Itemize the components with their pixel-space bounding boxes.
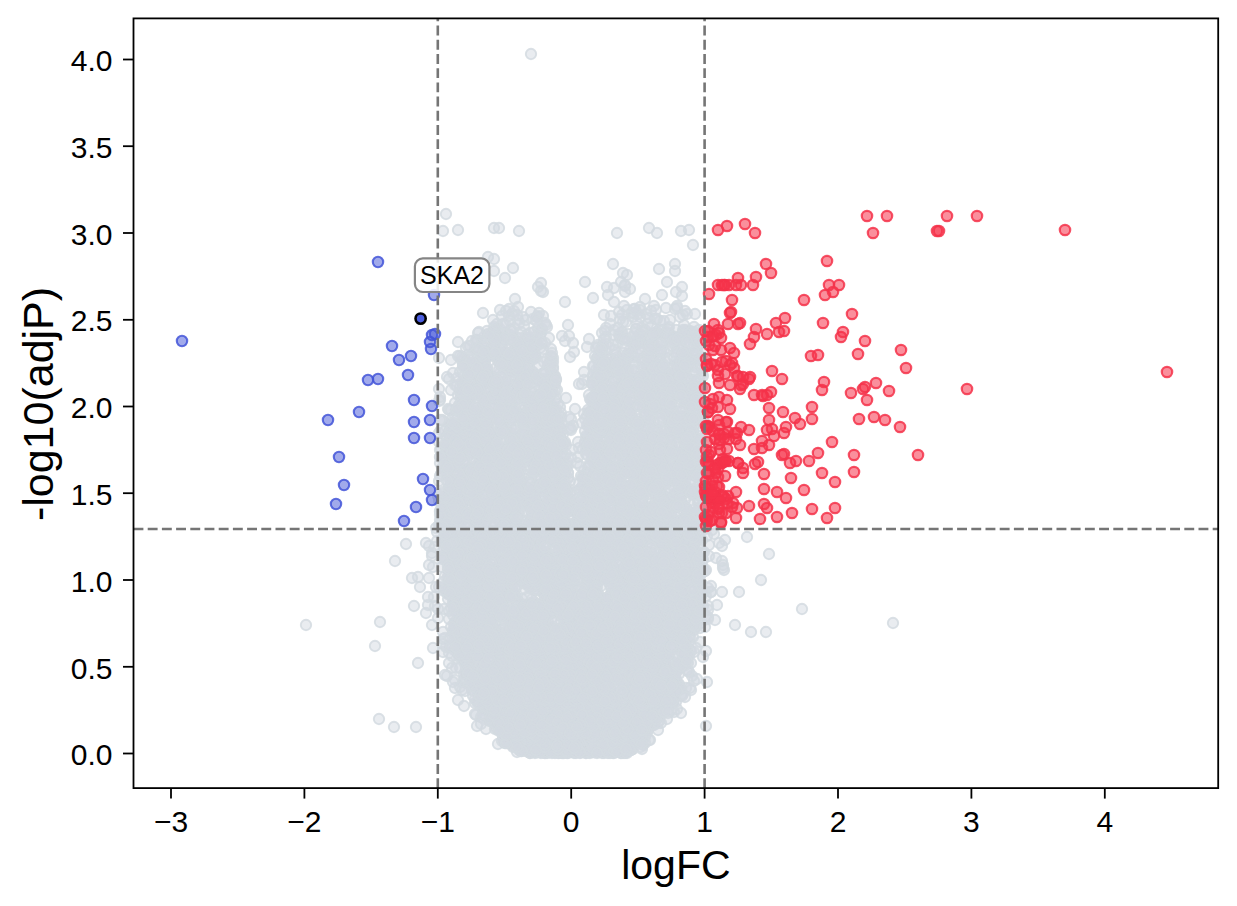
svg-text:1: 1 xyxy=(696,805,713,838)
svg-text:4.0: 4.0 xyxy=(71,44,113,77)
svg-text:SKA2: SKA2 xyxy=(420,261,484,289)
svg-text:1.5: 1.5 xyxy=(71,478,113,511)
svg-text:1.0: 1.0 xyxy=(71,565,113,598)
svg-text:−1: −1 xyxy=(421,805,455,838)
svg-text:3.5: 3.5 xyxy=(71,131,113,164)
svg-text:4: 4 xyxy=(1096,805,1113,838)
svg-text:-log10(adjP): -log10(adjP) xyxy=(14,287,62,521)
svg-text:2.0: 2.0 xyxy=(71,391,113,424)
svg-text:3.0: 3.0 xyxy=(71,218,113,251)
svg-text:logFC: logFC xyxy=(621,842,730,888)
svg-text:3: 3 xyxy=(963,805,980,838)
svg-text:2.5: 2.5 xyxy=(71,304,113,337)
svg-text:0: 0 xyxy=(563,805,580,838)
svg-text:2: 2 xyxy=(830,805,847,838)
svg-text:−3: −3 xyxy=(154,805,188,838)
svg-text:−2: −2 xyxy=(287,805,321,838)
svg-text:0.0: 0.0 xyxy=(71,738,113,771)
svg-text:0.5: 0.5 xyxy=(71,652,113,685)
